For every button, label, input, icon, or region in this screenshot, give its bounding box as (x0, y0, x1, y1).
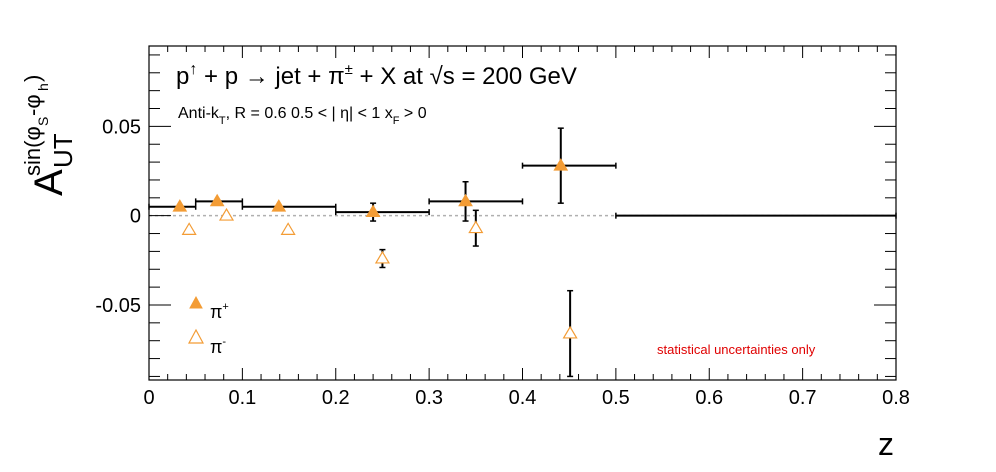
x-tick-label: 0.1 (228, 387, 256, 409)
data-point-pi-minus (374, 250, 390, 264)
data-point-pi-plus (209, 193, 225, 207)
data-point-pi-minus (468, 220, 484, 234)
x-tick-label: 0 (143, 387, 154, 409)
svg-text:A: A (27, 169, 71, 196)
x-axis-label: z (878, 426, 894, 462)
y-tick-label: 0 (130, 206, 141, 228)
chart-subtitle: Anti-kT, R = 0.6 0.5 < | η| < 1 xF > 0 (178, 105, 427, 127)
data-point-pi-minus (218, 207, 235, 221)
data-point-pi-plus (271, 199, 287, 212)
svg-text:-φ: -φ (20, 94, 45, 116)
uncertainty-note: statistical uncertainties only (657, 342, 816, 357)
data-point-pi-minus (280, 222, 296, 235)
chart-title: p↑ + p → jet + π± + X at √s = 200 GeV (176, 61, 577, 90)
y-axis-label: A UT sin(φ S -φ h ) (20, 75, 78, 196)
x-tick-label: 0.3 (415, 387, 443, 409)
data-point-pi-minus (181, 222, 197, 235)
x-tick-label: 0.4 (509, 387, 537, 409)
legend: π+ π- (187, 295, 229, 357)
legend-label-pi-minus: π- (210, 336, 226, 357)
x-tick-label: 0.2 (322, 387, 350, 409)
legend-marker-pi-minus (187, 328, 205, 344)
y-tick-label: -0.05 (95, 295, 141, 317)
svg-text:): ) (20, 75, 45, 82)
plot-frame (148, 45, 897, 381)
data-point-pi-plus (172, 199, 188, 212)
x-tick-label: 0.5 (602, 387, 630, 409)
data-point-pi-plus (365, 204, 381, 218)
svg-text:sin(φ: sin(φ (20, 126, 45, 176)
x-tick-label: 0.7 (789, 387, 817, 409)
x-tick-label: 0.6 (695, 387, 723, 409)
svg-text:h: h (35, 83, 51, 91)
data-point-pi-plus (458, 193, 473, 207)
svg-text:UT: UT (48, 133, 78, 168)
legend-label-pi-plus: π+ (210, 301, 229, 322)
legend-marker-pi-plus (189, 295, 203, 309)
x-tick-label: 0.8 (882, 387, 910, 409)
y-tick-label: 0.05 (102, 116, 141, 138)
data-point-pi-plus (553, 158, 569, 171)
data-point-pi-minus (562, 325, 578, 339)
svg-text:S: S (35, 117, 51, 126)
